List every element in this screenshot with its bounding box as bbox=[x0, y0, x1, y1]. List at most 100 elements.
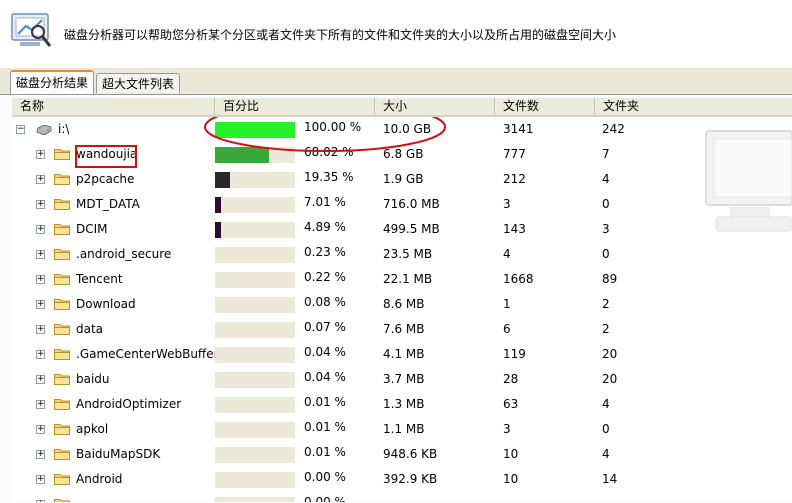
tree-row[interactable]: + .GameCenterWebBuffer 0.04 % 4.1 MB 119 20 bbox=[12, 342, 792, 367]
percent-bar-fill bbox=[215, 147, 269, 163]
percent-text: 0.04 % bbox=[304, 345, 346, 359]
size-text: 948.6 KB bbox=[383, 447, 438, 461]
folders-count: 2 bbox=[602, 297, 610, 311]
percent-text: 0.23 % bbox=[304, 245, 346, 259]
disk-analyzer-icon bbox=[11, 13, 52, 47]
files-count: 119 bbox=[503, 347, 526, 361]
tree-row-root[interactable]: − i:\ 100.00 % 10.0 GB 3141 242 bbox=[12, 117, 792, 142]
size-text: 8.6 MB bbox=[383, 297, 425, 311]
folder-name: MDT_DATA bbox=[76, 197, 140, 211]
percent-bar bbox=[215, 372, 295, 388]
expand-toggle[interactable]: + bbox=[36, 249, 45, 259]
expand-toggle[interactable]: + bbox=[36, 474, 45, 484]
folder-icon bbox=[54, 424, 70, 435]
folders-count: 20 bbox=[602, 372, 618, 386]
tree-row[interactable]: + Tencent 0.22 % 22.1 MB 1668 89 bbox=[12, 267, 792, 292]
percent-bar-fill bbox=[215, 172, 230, 188]
tree-row[interactable]: + apkol 0.01 % 1.1 MB 3 0 bbox=[12, 417, 792, 442]
tree-row[interactable]: + BaiduMapSDK 0.01 % 948.6 KB 10 4 bbox=[12, 442, 792, 467]
tree-row[interactable]: + AndroidOptimizer 0.01 % 1.3 MB 63 4 bbox=[12, 392, 792, 417]
expand-toggle[interactable]: + bbox=[36, 500, 45, 502]
percent-bar bbox=[215, 347, 295, 363]
tree-row[interactable]: + data 0.07 % 7.6 MB 6 2 bbox=[12, 317, 792, 342]
expand-toggle[interactable]: + bbox=[36, 149, 45, 159]
percent-bar bbox=[215, 247, 295, 263]
files-count: 3141 bbox=[503, 122, 534, 136]
column-name-header[interactable]: 名称 bbox=[12, 98, 215, 115]
folder-icon bbox=[54, 374, 70, 385]
expand-toggle[interactable]: + bbox=[36, 424, 45, 434]
expand-toggle[interactable]: + bbox=[36, 174, 45, 184]
folders-count: 4 bbox=[602, 172, 610, 186]
folder-name: Android bbox=[76, 472, 123, 486]
folder-icon bbox=[54, 299, 70, 310]
files-count: 10 bbox=[503, 472, 519, 486]
column-files-header[interactable]: 文件数 bbox=[495, 98, 595, 115]
expand-toggle[interactable]: + bbox=[36, 324, 45, 334]
expand-toggle[interactable]: + bbox=[36, 224, 45, 234]
column-percent-header[interactable]: 百分比 bbox=[215, 98, 375, 115]
percent-bar-fill bbox=[215, 197, 221, 213]
size-text: 392.9 KB bbox=[383, 472, 438, 486]
expand-toggle[interactable]: + bbox=[36, 274, 45, 284]
folder-name: Tencent bbox=[76, 272, 123, 286]
files-count: 3 bbox=[503, 197, 511, 211]
tree-row[interactable]: + Download 0.08 % 8.6 MB 1 2 bbox=[12, 292, 792, 317]
header-description: 磁盘分析器可以帮助您分析某个分区或者文件夹下所有的文件和文件夹的大小以及所占用的… bbox=[64, 28, 617, 42]
percent-text: 0.04 % bbox=[304, 370, 346, 384]
tree-row[interactable]: + p2pcache 19.35 % 1.9 GB 212 4 bbox=[12, 167, 792, 192]
drive-icon bbox=[36, 125, 52, 135]
folders-count: 0 bbox=[602, 422, 610, 436]
tab-strip: 磁盘分析结果 超大文件列表 bbox=[0, 68, 792, 94]
files-count: 777 bbox=[503, 147, 526, 161]
tab-large-file-list[interactable]: 超大文件列表 bbox=[96, 73, 181, 93]
folders-count: 89 bbox=[602, 272, 618, 286]
files-count: 28 bbox=[503, 372, 519, 386]
tree-row[interactable]: + baidu 0.04 % 3.7 MB 28 20 bbox=[12, 367, 792, 392]
percent-bar bbox=[215, 222, 295, 238]
expand-toggle[interactable]: + bbox=[36, 374, 45, 384]
collapse-toggle[interactable]: − bbox=[16, 124, 25, 134]
column-size-header[interactable]: 大小 bbox=[375, 98, 495, 115]
folder-icon bbox=[54, 174, 70, 185]
percent-text: 0.00 % bbox=[304, 495, 346, 502]
percent-bar bbox=[215, 197, 295, 213]
folder-icon bbox=[54, 474, 70, 485]
folders-count: 7 bbox=[602, 147, 610, 161]
folders-count: 242 bbox=[602, 122, 625, 136]
folders-count: 4 bbox=[602, 447, 610, 461]
expand-toggle[interactable]: + bbox=[36, 449, 45, 459]
size-text: 10.0 GB bbox=[383, 122, 432, 136]
folder-icon bbox=[54, 449, 70, 460]
folder-icon bbox=[54, 249, 70, 260]
tab-disk-analysis-results[interactable]: 磁盘分析结果 bbox=[10, 70, 95, 94]
size-text: 1.9 GB bbox=[383, 172, 424, 186]
files-count: 1 bbox=[503, 297, 511, 311]
size-text: 1.1 MB bbox=[383, 422, 425, 436]
size-text: 6.8 GB bbox=[383, 147, 424, 161]
expand-toggle[interactable]: + bbox=[36, 349, 45, 359]
folders-count: 2 bbox=[602, 322, 610, 336]
tree-row[interactable]: +0.00 % bbox=[12, 492, 792, 502]
expand-toggle[interactable]: + bbox=[36, 299, 45, 309]
column-folders-header[interactable]: 文件夹 bbox=[603, 99, 640, 113]
folder-name: p2pcache bbox=[76, 172, 135, 186]
tree-row[interactable]: + .android_secure 0.23 % 23.5 MB 4 0 bbox=[12, 242, 792, 267]
folder-icon bbox=[54, 199, 70, 210]
expand-toggle[interactable]: + bbox=[36, 199, 45, 209]
expand-toggle[interactable]: + bbox=[36, 399, 45, 409]
monitor-watermark-icon bbox=[705, 130, 792, 232]
tree-row[interactable]: + MDT_DATA 7.01 % 716.0 MB 3 0 bbox=[12, 192, 792, 217]
size-text: 716.0 MB bbox=[383, 197, 440, 211]
header-banner: 磁盘分析器可以帮助您分析某个分区或者文件夹下所有的文件和文件夹的大小以及所占用的… bbox=[0, 0, 792, 69]
folder-name: .android_secure bbox=[76, 247, 172, 261]
percent-text: 19.35 % bbox=[304, 170, 354, 184]
files-count: 10 bbox=[503, 447, 519, 461]
size-text: 23.5 MB bbox=[383, 247, 433, 261]
directory-tree-list[interactable]: − i:\ 100.00 % 10.0 GB 3141 242 + wandouj… bbox=[12, 117, 792, 502]
percent-bar bbox=[215, 122, 295, 138]
percent-bar bbox=[215, 472, 295, 488]
tree-row[interactable]: + DCIM 4.89 % 499.5 MB 143 3 bbox=[12, 217, 792, 242]
files-count: 63 bbox=[503, 397, 519, 411]
tree-row[interactable]: + Android 0.00 % 392.9 KB 10 14 bbox=[12, 467, 792, 492]
